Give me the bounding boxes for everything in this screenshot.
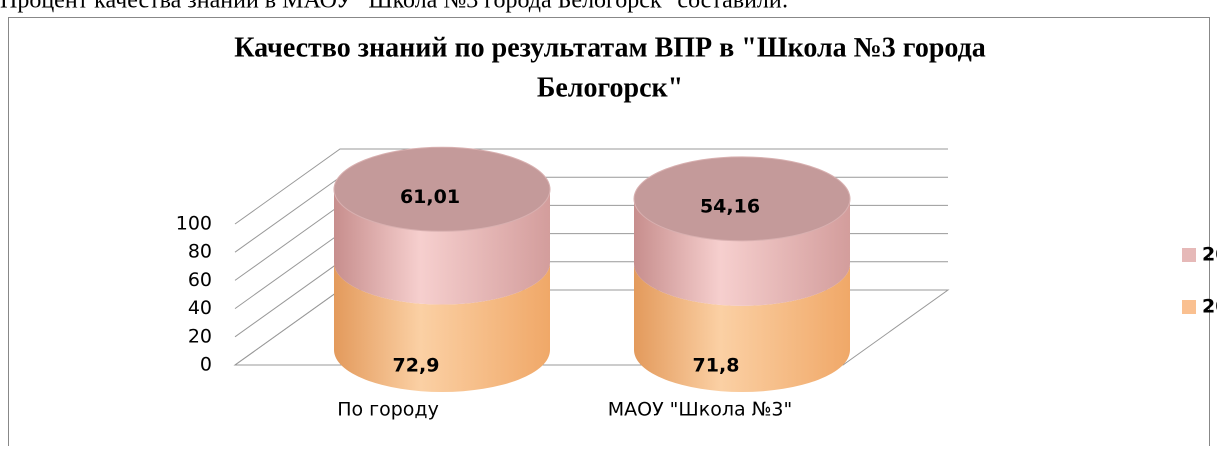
- data-label: 54,16: [700, 195, 760, 217]
- bar-top: [333, 146, 551, 232]
- y-tick-label: 20: [188, 325, 212, 347]
- bar-segment: [334, 189, 550, 305]
- grid-line: [234, 148, 948, 225]
- bar-segment: [334, 262, 550, 392]
- legend-swatch: [1182, 248, 1196, 262]
- chart-title: Белогорск": [537, 72, 683, 103]
- data-label: 72,9: [393, 355, 440, 377]
- bar-top: [633, 156, 851, 242]
- data-label: 61,01: [400, 186, 460, 208]
- legend-label: 2019: [1202, 296, 1217, 318]
- x-tick-label: МАОУ "Школа №3": [608, 399, 793, 421]
- legend-swatch: [1182, 300, 1196, 314]
- data-label: 71,8: [693, 355, 740, 377]
- y-tick-label: 100: [176, 213, 212, 235]
- y-tick-label: 0: [200, 354, 212, 376]
- chart-title: Качество знаний по результатам ВПР в "Шк…: [234, 32, 986, 63]
- y-tick-label: 80: [188, 241, 212, 263]
- bar-segment: [634, 263, 850, 392]
- y-tick-label: 60: [188, 269, 212, 291]
- chart-frame: [8, 17, 1210, 450]
- y-tick-label: 40: [188, 297, 212, 319]
- intro-text: Процент качества знаний в МАОУ "Школа №3…: [0, 0, 788, 14]
- bar-segment: [634, 198, 850, 306]
- legend-label: 2020: [1202, 244, 1217, 266]
- x-tick-label: По городу: [337, 399, 439, 421]
